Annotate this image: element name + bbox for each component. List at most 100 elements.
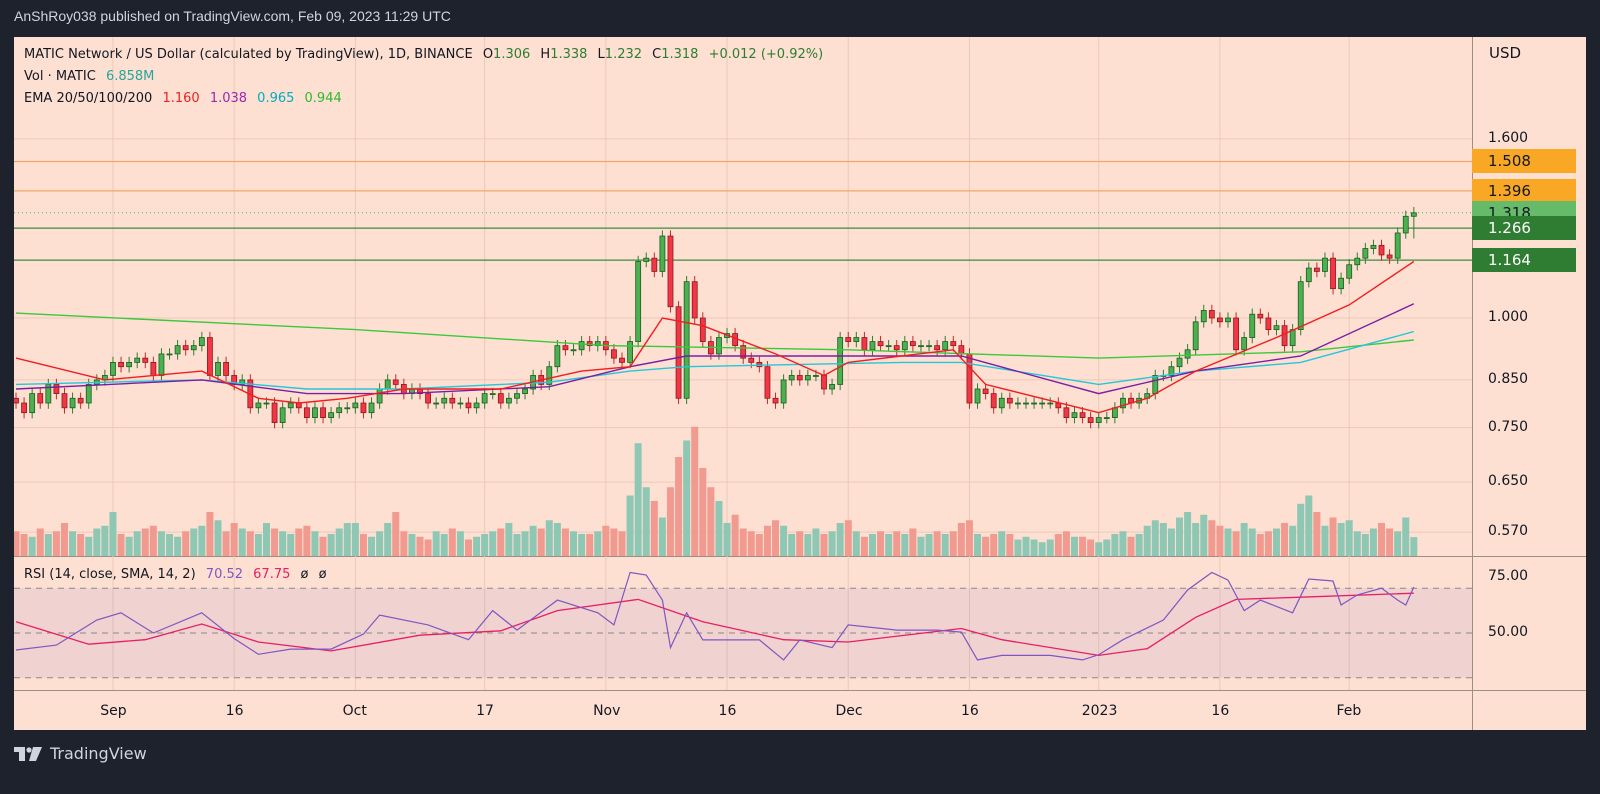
candle-body [489, 393, 496, 396]
chart-panel[interactable]: MATIC Network / US Dollar (calculated by… [14, 37, 1586, 730]
volume-bar [190, 528, 198, 556]
volume-bar [691, 426, 699, 556]
candle-body [1087, 417, 1094, 423]
volume-bar [1353, 531, 1361, 556]
candle-body [344, 407, 351, 410]
candle-body [869, 341, 876, 351]
volume-bar [93, 528, 101, 556]
volume-bar [489, 531, 497, 556]
candle-body [1063, 407, 1070, 418]
volume-bar [1111, 534, 1119, 556]
volume-bar [990, 534, 998, 556]
volume-bar [392, 512, 400, 556]
volume-bar [868, 534, 876, 556]
candle-body [1184, 349, 1191, 359]
candle-body [118, 361, 124, 368]
candle-body [207, 337, 213, 376]
candle-body [1402, 215, 1409, 234]
volume-bar [432, 531, 440, 556]
volume-bar [828, 531, 836, 556]
volume-bar [133, 531, 141, 556]
volume-bar [141, 528, 149, 556]
volume-bar [77, 534, 85, 556]
volume-bar [860, 536, 868, 556]
candle-body [1200, 310, 1207, 323]
time-tick-label: 2023 [1081, 703, 1118, 719]
candle-body [1249, 313, 1256, 338]
volume-bar [1281, 523, 1289, 556]
volume-bar [1022, 536, 1030, 556]
candle-body [37, 393, 44, 404]
rsi-value: 70.52 [205, 567, 244, 582]
volume-bar [1289, 525, 1297, 556]
volume-bar [561, 528, 569, 556]
volume-bar [594, 531, 602, 556]
volume-bar [1143, 525, 1151, 556]
candle-body [740, 345, 747, 359]
volume-bar [359, 534, 367, 556]
volume-bar [384, 523, 392, 556]
candle-body [126, 361, 133, 368]
volume-bar [14, 531, 20, 556]
candle-body [813, 375, 819, 377]
volume-bar [206, 512, 214, 556]
candle-body [320, 407, 326, 418]
volume-bar [699, 468, 707, 556]
rsi-extra-2: ø [318, 567, 327, 582]
volume-bar [1313, 512, 1321, 556]
volume-bar [949, 531, 957, 556]
candle-body [570, 349, 577, 352]
volume-bar [545, 520, 553, 556]
candle-body [1386, 254, 1393, 259]
candle-body [497, 393, 504, 404]
candle-body [1378, 244, 1385, 256]
high-value: 1.338 [550, 47, 588, 62]
volume-bar [1054, 534, 1062, 556]
volume-bar [1240, 523, 1248, 556]
volume-bar [763, 525, 771, 556]
price-chart[interactable] [14, 37, 1586, 730]
candle-body [328, 412, 335, 418]
candle-body [505, 397, 512, 404]
volume-bar [69, 531, 77, 556]
candle-body [804, 375, 811, 381]
candle-body [586, 341, 593, 347]
candle-body [1095, 417, 1102, 423]
tradingview-logo[interactable]: TradingView [14, 744, 147, 763]
volume-legend: Vol · MATIC 6.858M [24, 69, 160, 84]
candle-body [1338, 277, 1345, 290]
candle-body [368, 402, 375, 414]
price-tick-label: 0.570 [1488, 523, 1529, 540]
candle-body [239, 379, 246, 385]
rsi-tick-label: 50.00 [1488, 624, 1529, 640]
candle-body [1047, 402, 1054, 405]
candle-body [643, 257, 650, 262]
volume-bar [836, 523, 844, 556]
volume-bar [497, 528, 505, 556]
candle-body [522, 388, 528, 395]
volume-bar [101, 525, 109, 556]
volume-bar [1232, 531, 1240, 556]
candle-body [998, 397, 1005, 409]
candle-body [473, 402, 480, 409]
candle-body [134, 357, 141, 363]
candle-body [1281, 325, 1288, 347]
rsi-sma-value: 67.75 [253, 567, 291, 582]
candle-body [926, 345, 932, 348]
volume-bar [820, 534, 828, 556]
low-value: 1.232 [604, 47, 643, 62]
volume-bar [909, 528, 917, 556]
volume-bar [901, 534, 909, 556]
volume-bar [1256, 534, 1264, 556]
candle-body [683, 281, 690, 399]
volume-bar [1216, 525, 1224, 556]
candle-body [1176, 357, 1183, 368]
symbol-title: MATIC Network / US Dollar (calculated by… [24, 47, 473, 62]
candle-body [271, 402, 278, 423]
rsi-label: RSI (14, close, SMA, 14, 2) [24, 567, 196, 582]
candle-body [1006, 397, 1013, 404]
candle-body [158, 353, 165, 376]
candle-body [578, 341, 585, 351]
price-tick-label: 1.000 [1488, 309, 1529, 325]
candle-body [619, 357, 625, 363]
